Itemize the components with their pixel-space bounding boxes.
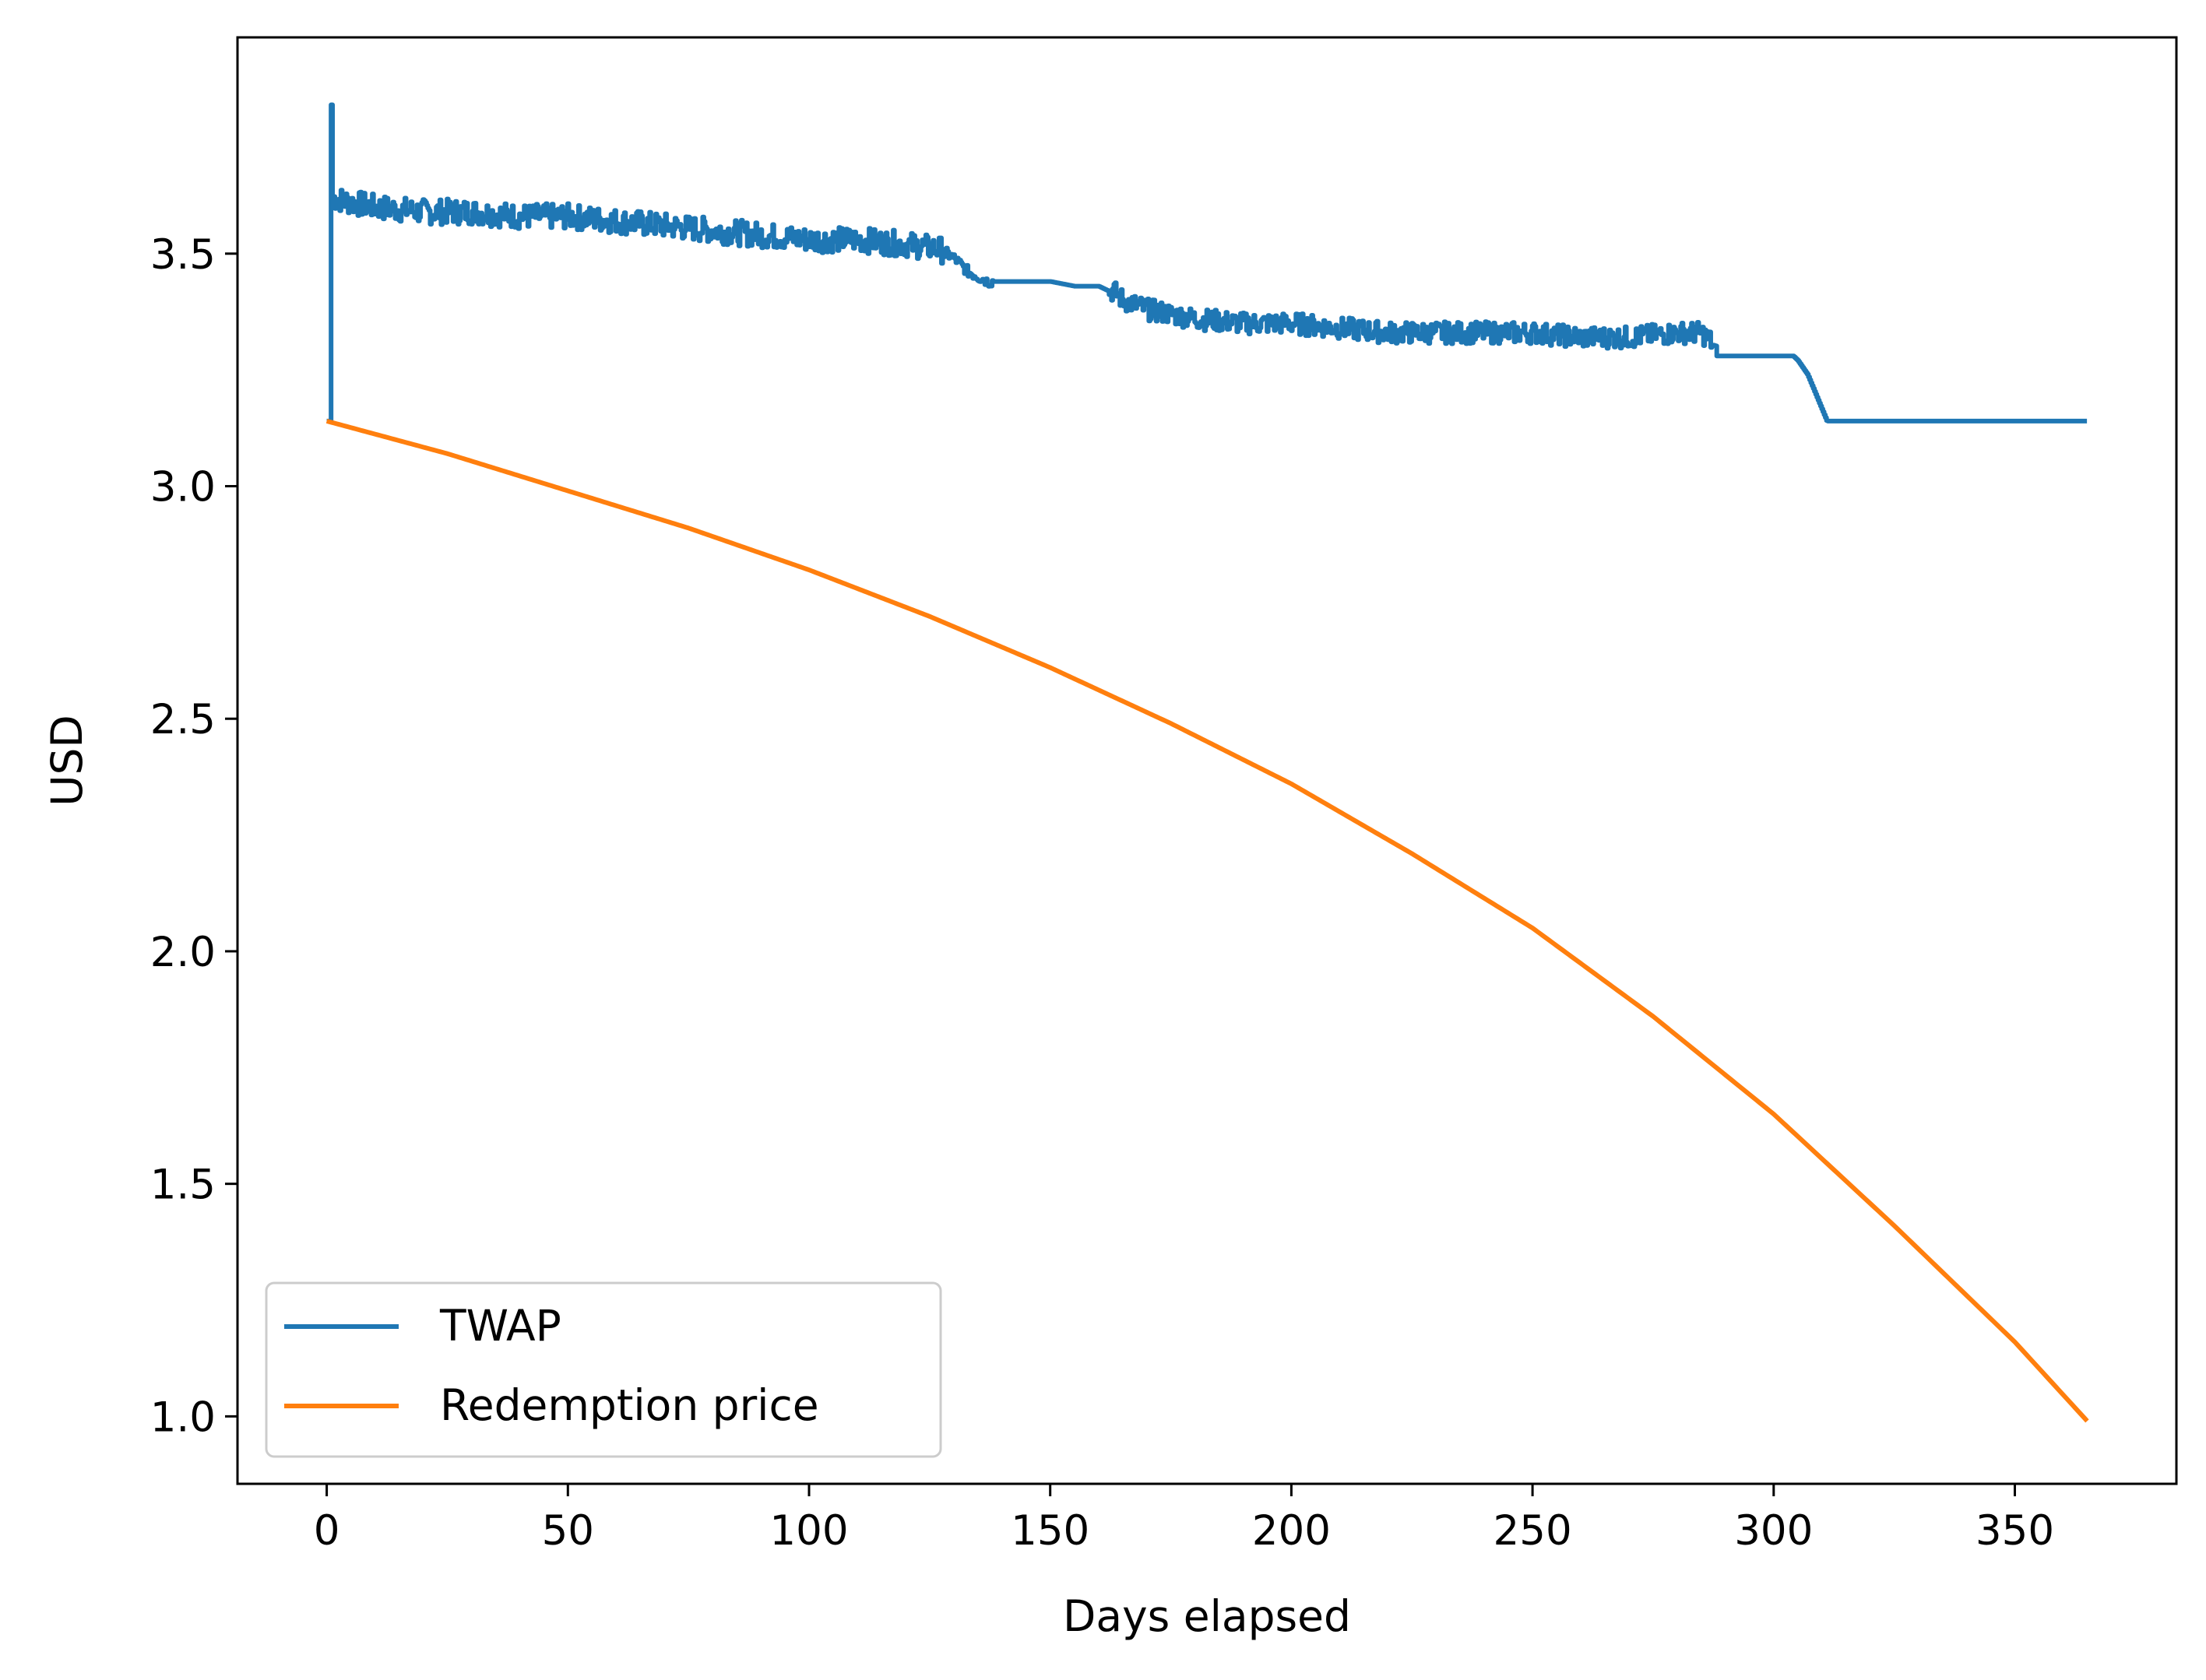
series-layer <box>325 102 2089 1423</box>
x-tick-label: 150 <box>1011 1507 1089 1555</box>
y-tick-label: 2.0 <box>150 929 216 976</box>
series-line-redemption-price <box>325 418 2089 1423</box>
x-axis-ticks: 0 50 100 150 200 250 300 350 <box>314 1484 2054 1555</box>
y-tick-label: 3.0 <box>150 464 216 511</box>
legend: TWAP Redemption price <box>265 1281 942 1458</box>
x-tick-label: 350 <box>1976 1507 2054 1555</box>
y-tick-label: 2.5 <box>150 696 216 743</box>
x-tick-label: 100 <box>769 1507 848 1555</box>
x-tick-label: 0 <box>314 1507 340 1555</box>
y-axis-ticks: 1.0 1.5 2.0 2.5 3.0 3.5 <box>150 231 237 1441</box>
x-tick-label: 50 <box>542 1507 594 1555</box>
legend-box <box>265 1281 942 1458</box>
x-axis-title: Days elapsed <box>1063 1591 1351 1641</box>
y-tick-label: 1.0 <box>150 1394 216 1441</box>
y-axis-title: USD <box>42 715 92 807</box>
x-tick-label: 200 <box>1252 1507 1331 1555</box>
y-tick-label: 3.5 <box>150 231 216 279</box>
x-tick-label: 300 <box>1734 1507 1813 1555</box>
legend-label-redemption-price: Redemption price <box>440 1380 819 1430</box>
x-tick-label: 250 <box>1494 1507 1572 1555</box>
legend-label-twap: TWAP <box>439 1301 561 1351</box>
y-tick-label: 1.5 <box>150 1162 216 1209</box>
plot-frame <box>236 36 2178 1485</box>
series-line-twap <box>326 102 2088 424</box>
